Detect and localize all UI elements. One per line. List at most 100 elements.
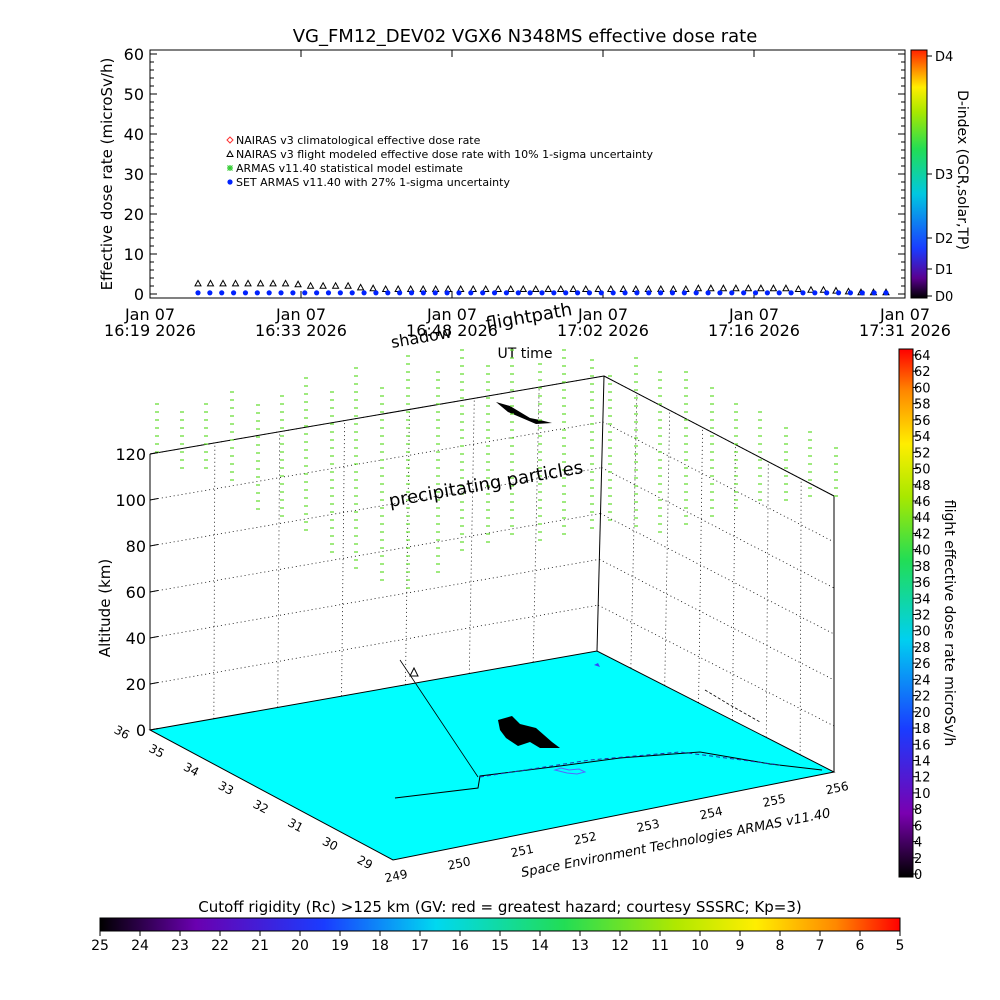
dose-colorbar-tick-label: 18	[914, 722, 931, 737]
dose-colorbar-tick-label: 46	[914, 495, 931, 510]
series-point	[782, 284, 790, 292]
lat-tick-label: 29	[355, 853, 375, 873]
lon-tick-label: 250	[447, 854, 472, 872]
floor-feature	[594, 663, 600, 667]
series-point	[337, 290, 343, 296]
d-index-ticks: D0 D1 D2 D3 D4	[927, 50, 953, 305]
series-point	[769, 284, 778, 292]
series-point	[788, 290, 794, 296]
series-point	[563, 290, 569, 296]
series-point	[719, 284, 728, 292]
rigidity-colorbar-tick-label: 14	[531, 938, 549, 954]
floor-feature	[553, 767, 587, 775]
lat-gridline	[732, 444, 736, 721]
z-tick-label: 60	[126, 583, 146, 602]
particle-column	[406, 355, 410, 589]
annotation-shadow: shadow	[389, 323, 453, 352]
series-point	[574, 290, 581, 296]
series-point	[266, 290, 272, 296]
series-point	[278, 290, 284, 296]
series-point	[254, 290, 260, 296]
particle-column	[510, 349, 514, 535]
lat-tick-label: 31	[285, 816, 305, 836]
particle-column	[562, 349, 566, 535]
series-point	[369, 284, 377, 292]
dose-colorbar-tick-label: 44	[914, 511, 931, 526]
dose-colorbar-tick-label: 6	[914, 819, 922, 834]
legend-entry: NAIRAS v3 flight modeled effective dose …	[236, 148, 653, 161]
dose-colorbar-tick-label: 64	[914, 349, 931, 364]
precipitating-particle-columns	[155, 349, 838, 589]
particle-column	[734, 403, 738, 509]
lat-gridline	[630, 393, 638, 669]
series-point	[230, 290, 237, 296]
lon-tick-label: 256	[825, 779, 850, 797]
z-gridline	[602, 421, 835, 543]
legend-entry: ARMAS v11.40 statistical model estimate	[236, 162, 463, 175]
series-point	[325, 290, 332, 296]
series-point	[717, 290, 723, 296]
rigidity-colorbar-tick-label: 16	[451, 938, 469, 954]
z-tick-label: 20	[126, 675, 146, 694]
series-point	[269, 279, 277, 287]
series-point	[646, 290, 652, 296]
rigidity-colorbar-tick-label: 12	[611, 938, 629, 954]
series-point	[219, 290, 225, 296]
particle-column	[230, 391, 234, 481]
series-point	[420, 290, 426, 296]
series-point	[658, 290, 664, 296]
rigidity-colorbar-tick-label: 19	[331, 938, 349, 954]
series-point	[242, 290, 249, 296]
particle-column	[280, 395, 284, 517]
z-gridline	[149, 375, 605, 455]
dose-colorbar-tick-label: 14	[914, 754, 931, 769]
rigidity-colorbar-tick-label: 5	[896, 938, 905, 954]
3d-gridlines	[149, 375, 835, 755]
series-point	[281, 279, 290, 287]
dose-colorbar-tick-label: 42	[914, 527, 931, 542]
top-x-tick-label: Jan 07	[728, 305, 779, 324]
series-point	[622, 290, 628, 296]
3d-latitude-axis: 29 30 31 32 33 34 35 36	[112, 723, 375, 873]
top-series-layer	[194, 279, 890, 296]
series-point	[594, 284, 603, 292]
top-y-tick-label: 10	[124, 245, 144, 264]
z-gridline	[600, 513, 835, 635]
series-point	[349, 290, 355, 296]
series-point	[606, 284, 615, 292]
series-point	[456, 290, 462, 296]
series-point	[491, 290, 498, 296]
series-point	[444, 290, 450, 296]
floor-line	[704, 689, 761, 723]
dose-colorbar-tick-label: 50	[914, 463, 931, 478]
series-point	[544, 284, 553, 292]
series-point	[290, 290, 296, 296]
series-point	[469, 284, 478, 292]
lon-tick-label: 255	[762, 791, 787, 809]
particle-column	[486, 365, 490, 543]
3d-longitude-axis: 249 250 251 252 253 254 255 256	[384, 779, 850, 885]
lat-gridline	[664, 410, 671, 686]
3d-z-axis: 0 20 40 60 80 100 120	[115, 445, 159, 740]
rigidity-colorbar-tick-label: 13	[571, 938, 589, 954]
rigidity-colorbar-tick-label: 7	[816, 938, 825, 954]
series-point	[408, 290, 415, 296]
top-chart-title: VG_FM12_DEV02 VGX6 N348MS effective dose…	[293, 26, 758, 47]
series-point	[195, 290, 201, 296]
dose-colorbar-tick-label: 58	[914, 398, 931, 413]
dose-colorbar-tick-label: 2	[914, 852, 922, 867]
series-point	[294, 280, 302, 288]
particle-column	[758, 411, 762, 501]
rigidity-colorbar-tick-label: 15	[491, 938, 509, 954]
dose-colorbar-tick-label: 10	[914, 787, 931, 802]
lon-tick-label: 253	[636, 817, 661, 835]
z-tick-label: 0	[136, 721, 146, 740]
series-point	[859, 290, 865, 296]
series-point	[883, 290, 889, 296]
wall-edge	[149, 375, 605, 455]
series-point	[539, 290, 545, 296]
rigidity-colorbar-tick-label: 18	[371, 938, 389, 954]
z-gridline	[149, 558, 600, 639]
lat-tick-label: 36	[112, 723, 132, 743]
series-point	[256, 279, 265, 287]
